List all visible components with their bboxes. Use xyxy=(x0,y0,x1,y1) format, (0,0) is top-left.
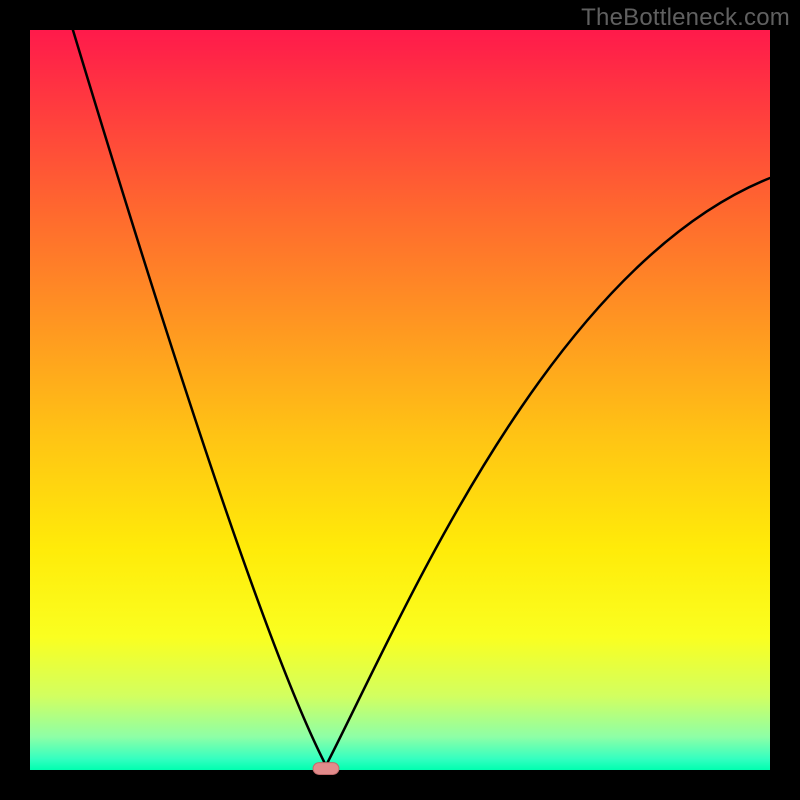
watermark-text: TheBottleneck.com xyxy=(581,4,790,32)
bottleneck-chart-svg xyxy=(0,0,800,800)
chart-canvas: TheBottleneck.com xyxy=(0,0,800,800)
minimum-marker xyxy=(313,763,339,775)
plot-gradient-background xyxy=(30,30,770,770)
